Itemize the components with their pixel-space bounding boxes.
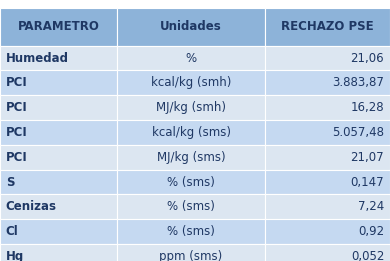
Bar	[0, 46, 117, 70]
Bar	[117, 70, 265, 95]
Text: 0,147: 0,147	[351, 176, 384, 188]
Bar	[265, 194, 390, 219]
Text: Humedad: Humedad	[6, 52, 69, 64]
Bar	[265, 70, 390, 95]
Text: 21,07: 21,07	[351, 151, 384, 164]
Bar	[265, 46, 390, 70]
Bar	[117, 95, 265, 120]
Bar	[265, 120, 390, 145]
Bar	[265, 8, 390, 46]
Text: % (sms): % (sms)	[167, 200, 215, 213]
Bar	[117, 219, 265, 244]
Bar	[117, 170, 265, 194]
Text: 3.883,87: 3.883,87	[332, 76, 384, 89]
Bar	[0, 145, 117, 170]
Text: Cl: Cl	[6, 225, 19, 238]
Text: Cenizas: Cenizas	[6, 200, 57, 213]
Text: % (sms): % (sms)	[167, 225, 215, 238]
Bar	[117, 46, 265, 70]
Text: Hg: Hg	[6, 250, 24, 261]
Text: ppm (sms): ppm (sms)	[160, 250, 223, 261]
Text: 0,92: 0,92	[358, 225, 384, 238]
Bar	[0, 244, 117, 261]
Bar	[265, 95, 390, 120]
Text: % (sms): % (sms)	[167, 176, 215, 188]
Text: MJ/kg (sms): MJ/kg (sms)	[157, 151, 225, 164]
Bar	[117, 120, 265, 145]
Bar	[117, 244, 265, 261]
Text: Unidades: Unidades	[160, 20, 222, 33]
Bar	[265, 170, 390, 194]
Text: 0,052: 0,052	[351, 250, 384, 261]
Text: MJ/kg (smh): MJ/kg (smh)	[156, 101, 226, 114]
Text: %: %	[186, 52, 197, 64]
Bar	[265, 145, 390, 170]
Bar	[0, 170, 117, 194]
Text: S: S	[6, 176, 14, 188]
Text: 21,06: 21,06	[351, 52, 384, 64]
Text: PCI: PCI	[6, 126, 28, 139]
Text: kcal/kg (sms): kcal/kg (sms)	[152, 126, 230, 139]
Text: 5.057,48: 5.057,48	[332, 126, 384, 139]
Text: 7,24: 7,24	[358, 200, 384, 213]
Text: PARAMETRO: PARAMETRO	[18, 20, 99, 33]
Bar	[265, 219, 390, 244]
Bar	[0, 70, 117, 95]
Bar	[117, 8, 265, 46]
Text: PCI: PCI	[6, 151, 28, 164]
Text: kcal/kg (smh): kcal/kg (smh)	[151, 76, 231, 89]
Bar	[0, 8, 117, 46]
Text: 16,28: 16,28	[351, 101, 384, 114]
Bar	[0, 194, 117, 219]
Bar	[0, 120, 117, 145]
Text: PCI: PCI	[6, 101, 28, 114]
Text: PCI: PCI	[6, 76, 28, 89]
Bar	[117, 194, 265, 219]
Bar	[0, 95, 117, 120]
Bar	[0, 219, 117, 244]
Bar	[117, 145, 265, 170]
Text: RECHAZO PSE: RECHAZO PSE	[281, 20, 374, 33]
Bar	[265, 244, 390, 261]
